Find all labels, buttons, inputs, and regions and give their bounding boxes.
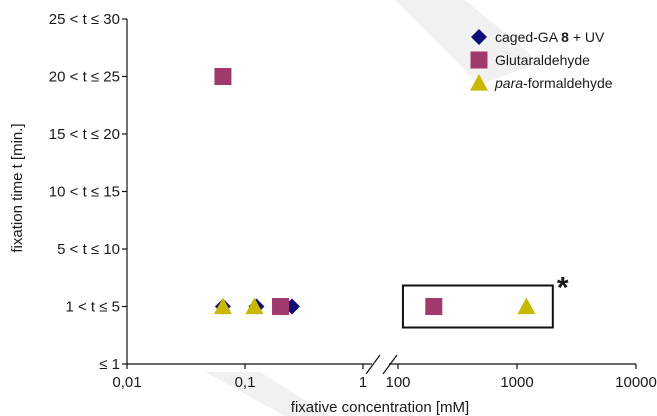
legend-marker-square [470, 51, 488, 69]
plot-area: ≤ 1 1 < t ≤ 5 5 < t ≤ 10 10 < t ≤ 15 15 < t … [49, 11, 657, 391]
data-point-triangle [517, 297, 536, 315]
data-point-square [214, 68, 232, 85]
legend-marker-triangle [470, 74, 488, 91]
y-tick-label: 15 < t ≤ 20 [49, 126, 120, 143]
axis-break-mark [382, 354, 398, 375]
x-axis-title: fixative concentration [mM] [291, 399, 469, 416]
legend-label: Glutaraldehyde [495, 52, 590, 68]
x-tick-label: 0,01 [112, 374, 141, 391]
data-point-square [272, 298, 290, 315]
legend-marker-diamond [471, 29, 487, 45]
y-tick-label: ≤ 1 [99, 356, 120, 373]
y-tick-label: 25 < t ≤ 30 [49, 11, 120, 28]
y-tick-label: 1 < t ≤ 5 [65, 299, 120, 316]
legend: caged-GA 8 + UV Glutaraldehyde para-formal… [470, 29, 613, 91]
y-tick-label: 20 < t ≤ 25 [49, 69, 120, 86]
x-tick-label: 1 [359, 374, 367, 391]
axis-break-mark [365, 354, 381, 375]
legend-label: para-formaldehyde [494, 75, 613, 91]
x-tick-label: 10000 [615, 374, 657, 391]
legend-label: caged-GA 8 + UV [495, 29, 605, 45]
x-tick-label: 1000 [500, 374, 533, 391]
x-tick-label: 100 [385, 374, 410, 391]
data-point-square [425, 298, 443, 315]
y-tick-label: 5 < t ≤ 10 [57, 241, 120, 258]
background-shape-bottom [205, 372, 330, 416]
y-axis-title: fixation time t [min.] [9, 123, 26, 252]
x-tick-label: 0,1 [235, 374, 256, 391]
background-shape-top [395, 0, 540, 85]
y-tick-label: 10 < t ≤ 15 [49, 184, 120, 201]
data-point-triangle [245, 297, 264, 315]
significance-asterisk: * [557, 272, 569, 305]
highlight-box [401, 284, 554, 329]
data-point-triangle [213, 297, 232, 315]
